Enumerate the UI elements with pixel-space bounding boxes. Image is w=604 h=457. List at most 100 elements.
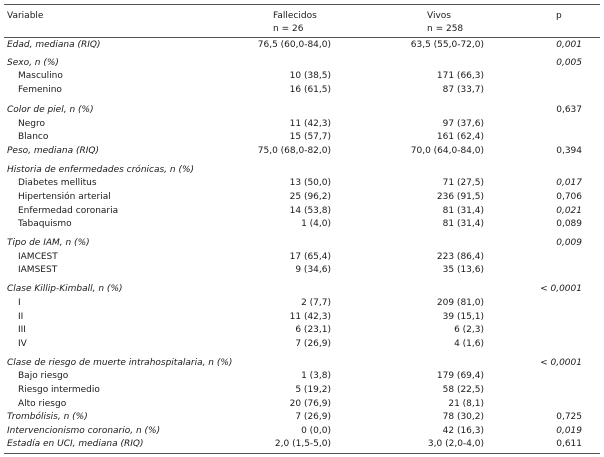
row-label: IAMSEST	[18, 265, 58, 275]
row-label: Blanco	[18, 132, 49, 142]
fallecidos-value: 7 (26,9)	[295, 339, 331, 349]
table-row: Negro 11 (42,3) 97 (37,6)	[0, 118, 604, 131]
vivos-value: 58 (22,5)	[442, 385, 484, 395]
table-row: Hipertensión arterial 25 (96,2) 236 (91,…	[0, 191, 604, 204]
fallecidos-value: 15 (57,7)	[289, 132, 331, 142]
row-label: Estadía en UCI, mediana (RIQ)	[7, 439, 144, 449]
fallecidos-value: 7 (26,9)	[295, 412, 331, 422]
fallecidos-value: 0 (0,0)	[301, 426, 331, 436]
fallecidos-value: 16 (61,5)	[289, 85, 331, 95]
row-label: Trombólisis, n (%)	[7, 412, 88, 422]
row-label: Hipertensión arterial	[18, 192, 111, 202]
table-row: IV 7 (26,9) 4 (1,6)	[0, 338, 604, 351]
table-row: Estadía en UCI, mediana (RIQ) 2,0 (1,5-5…	[0, 438, 604, 451]
fallecidos-value: 76,5 (60,0-84,0)	[257, 40, 331, 50]
table-row: Blanco 15 (57,7) 161 (62,4)	[0, 131, 604, 144]
row-label: Bajo riesgo	[18, 371, 69, 381]
row-label: Sexo, n (%)	[7, 58, 59, 68]
p-value: 0,089	[556, 219, 582, 229]
fallecidos-value: 11 (42,3)	[289, 312, 331, 322]
vivos-value: 223 (86,4)	[436, 252, 484, 262]
table-row: Femenino 16 (61,5) 87 (33,7)	[0, 84, 604, 97]
vivos-value: 42 (16,3)	[442, 426, 484, 436]
p-value: < 0,0001	[540, 284, 582, 294]
vivos-value: 87 (33,7)	[442, 85, 484, 95]
p-value: 0,017	[556, 178, 582, 188]
row-label: Edad, mediana (RIQ)	[7, 40, 101, 50]
table-row: Masculino 10 (38,5) 171 (66,3)	[0, 70, 604, 83]
p-value: 0,706	[556, 192, 582, 202]
header-vivos-n: n = 258	[427, 24, 464, 34]
row-label: III	[18, 325, 26, 335]
table-row: IAMCEST 17 (65,4) 223 (86,4)	[0, 251, 604, 264]
fallecidos-value: 25 (96,2)	[289, 192, 331, 202]
p-value: 0,009	[556, 238, 582, 248]
vivos-value: 3,0 (2,0-4,0)	[427, 439, 484, 449]
row-label: II	[18, 312, 24, 322]
table-row: Enfermedad coronaria 14 (53,8) 81 (31,4)…	[0, 205, 604, 218]
vivos-value: 209 (81,0)	[436, 298, 484, 308]
fallecidos-value: 1 (4,0)	[301, 219, 331, 229]
fallecidos-value: 20 (76,9)	[289, 399, 331, 409]
fallecidos-value: 6 (23,1)	[295, 325, 331, 335]
vivos-value: 21 (8,1)	[448, 399, 484, 409]
fallecidos-value: 2 (7,7)	[301, 298, 331, 308]
p-value: 0,021	[556, 206, 582, 216]
row-label: Femenino	[18, 85, 62, 95]
table-row: Trombólisis, n (%) 7 (26,9) 78 (30,2) 0,…	[0, 411, 604, 424]
vivos-value: 179 (69,4)	[436, 371, 484, 381]
p-value: 0,001	[556, 40, 582, 50]
table-row: Historia de enfermedades crónicas, n (%)	[0, 164, 604, 177]
vivos-value: 171 (66,3)	[436, 71, 484, 81]
table-row: Clase Killip-Kimball, n (%) < 0,0001	[0, 283, 604, 296]
header-fallecidos: Fallecidos	[273, 11, 317, 21]
table-row: Edad, mediana (RIQ) 76,5 (60,0-84,0) 63,…	[0, 39, 604, 52]
table-row: Tipo de IAM, n (%) 0,009	[0, 237, 604, 250]
table-row: Intervencionismo coronario, n (%) 0 (0,0…	[0, 425, 604, 438]
row-label: Tipo de IAM, n (%)	[7, 238, 90, 248]
table-row: III 6 (23,1) 6 (2,3)	[0, 324, 604, 337]
vivos-value: 70,0 (64,0-84,0)	[410, 146, 484, 156]
table-row: Tabaquismo 1 (4,0) 81 (31,4) 0,089	[0, 218, 604, 231]
row-label: Diabetes mellitus	[18, 178, 97, 188]
row-label: Color de piel, n (%)	[7, 105, 94, 115]
table-row: I 2 (7,7) 209 (81,0)	[0, 297, 604, 310]
row-label: Intervencionismo coronario, n (%)	[7, 426, 161, 436]
table-row: Sexo, n (%) 0,005	[0, 57, 604, 70]
row-label: Riesgo intermedio	[18, 385, 100, 395]
row-label: I	[18, 298, 21, 308]
header-fallecidos-n: n = 26	[273, 24, 304, 34]
table-row: Color de piel, n (%) 0,637	[0, 104, 604, 117]
row-label: Masculino	[18, 71, 63, 81]
fallecidos-value: 1 (3,8)	[301, 371, 331, 381]
vivos-value: 6 (2,3)	[454, 325, 484, 335]
row-label: Alto riesgo	[18, 399, 67, 409]
p-value: 0,637	[556, 105, 582, 115]
fallecidos-value: 9 (34,6)	[295, 265, 331, 275]
bottom-rule	[4, 453, 600, 454]
p-value: 0,005	[556, 58, 582, 68]
table-row: IAMSEST 9 (34,6) 35 (13,6)	[0, 264, 604, 277]
row-label: Negro	[18, 119, 45, 129]
fallecidos-value: 14 (53,8)	[289, 206, 331, 216]
vivos-value: 63,5 (55,0-72,0)	[410, 40, 484, 50]
p-value: < 0,0001	[540, 358, 582, 368]
row-label: Clase Killip-Kimball, n (%)	[7, 284, 123, 294]
vivos-value: 78 (30,2)	[442, 412, 484, 422]
header-rule	[4, 37, 600, 38]
vivos-value: 35 (13,6)	[442, 265, 484, 275]
vivos-value: 97 (37,6)	[442, 119, 484, 129]
table-row: Bajo riesgo 1 (3,8) 179 (69,4)	[0, 370, 604, 383]
header-vivos: Vivos	[427, 11, 451, 21]
row-label: Tabaquismo	[18, 219, 72, 229]
vivos-value: 161 (62,4)	[436, 132, 484, 142]
vivos-value: 81 (31,4)	[442, 206, 484, 216]
vivos-value: 71 (27,5)	[442, 178, 484, 188]
row-label: IV	[18, 339, 27, 349]
table-row: Diabetes mellitus 13 (50,0) 71 (27,5) 0,…	[0, 177, 604, 190]
fallecidos-value: 17 (65,4)	[289, 252, 331, 262]
p-value: 0,394	[556, 146, 582, 156]
table-row: Alto riesgo 20 (76,9) 21 (8,1)	[0, 398, 604, 411]
row-label: IAMCEST	[18, 252, 58, 262]
